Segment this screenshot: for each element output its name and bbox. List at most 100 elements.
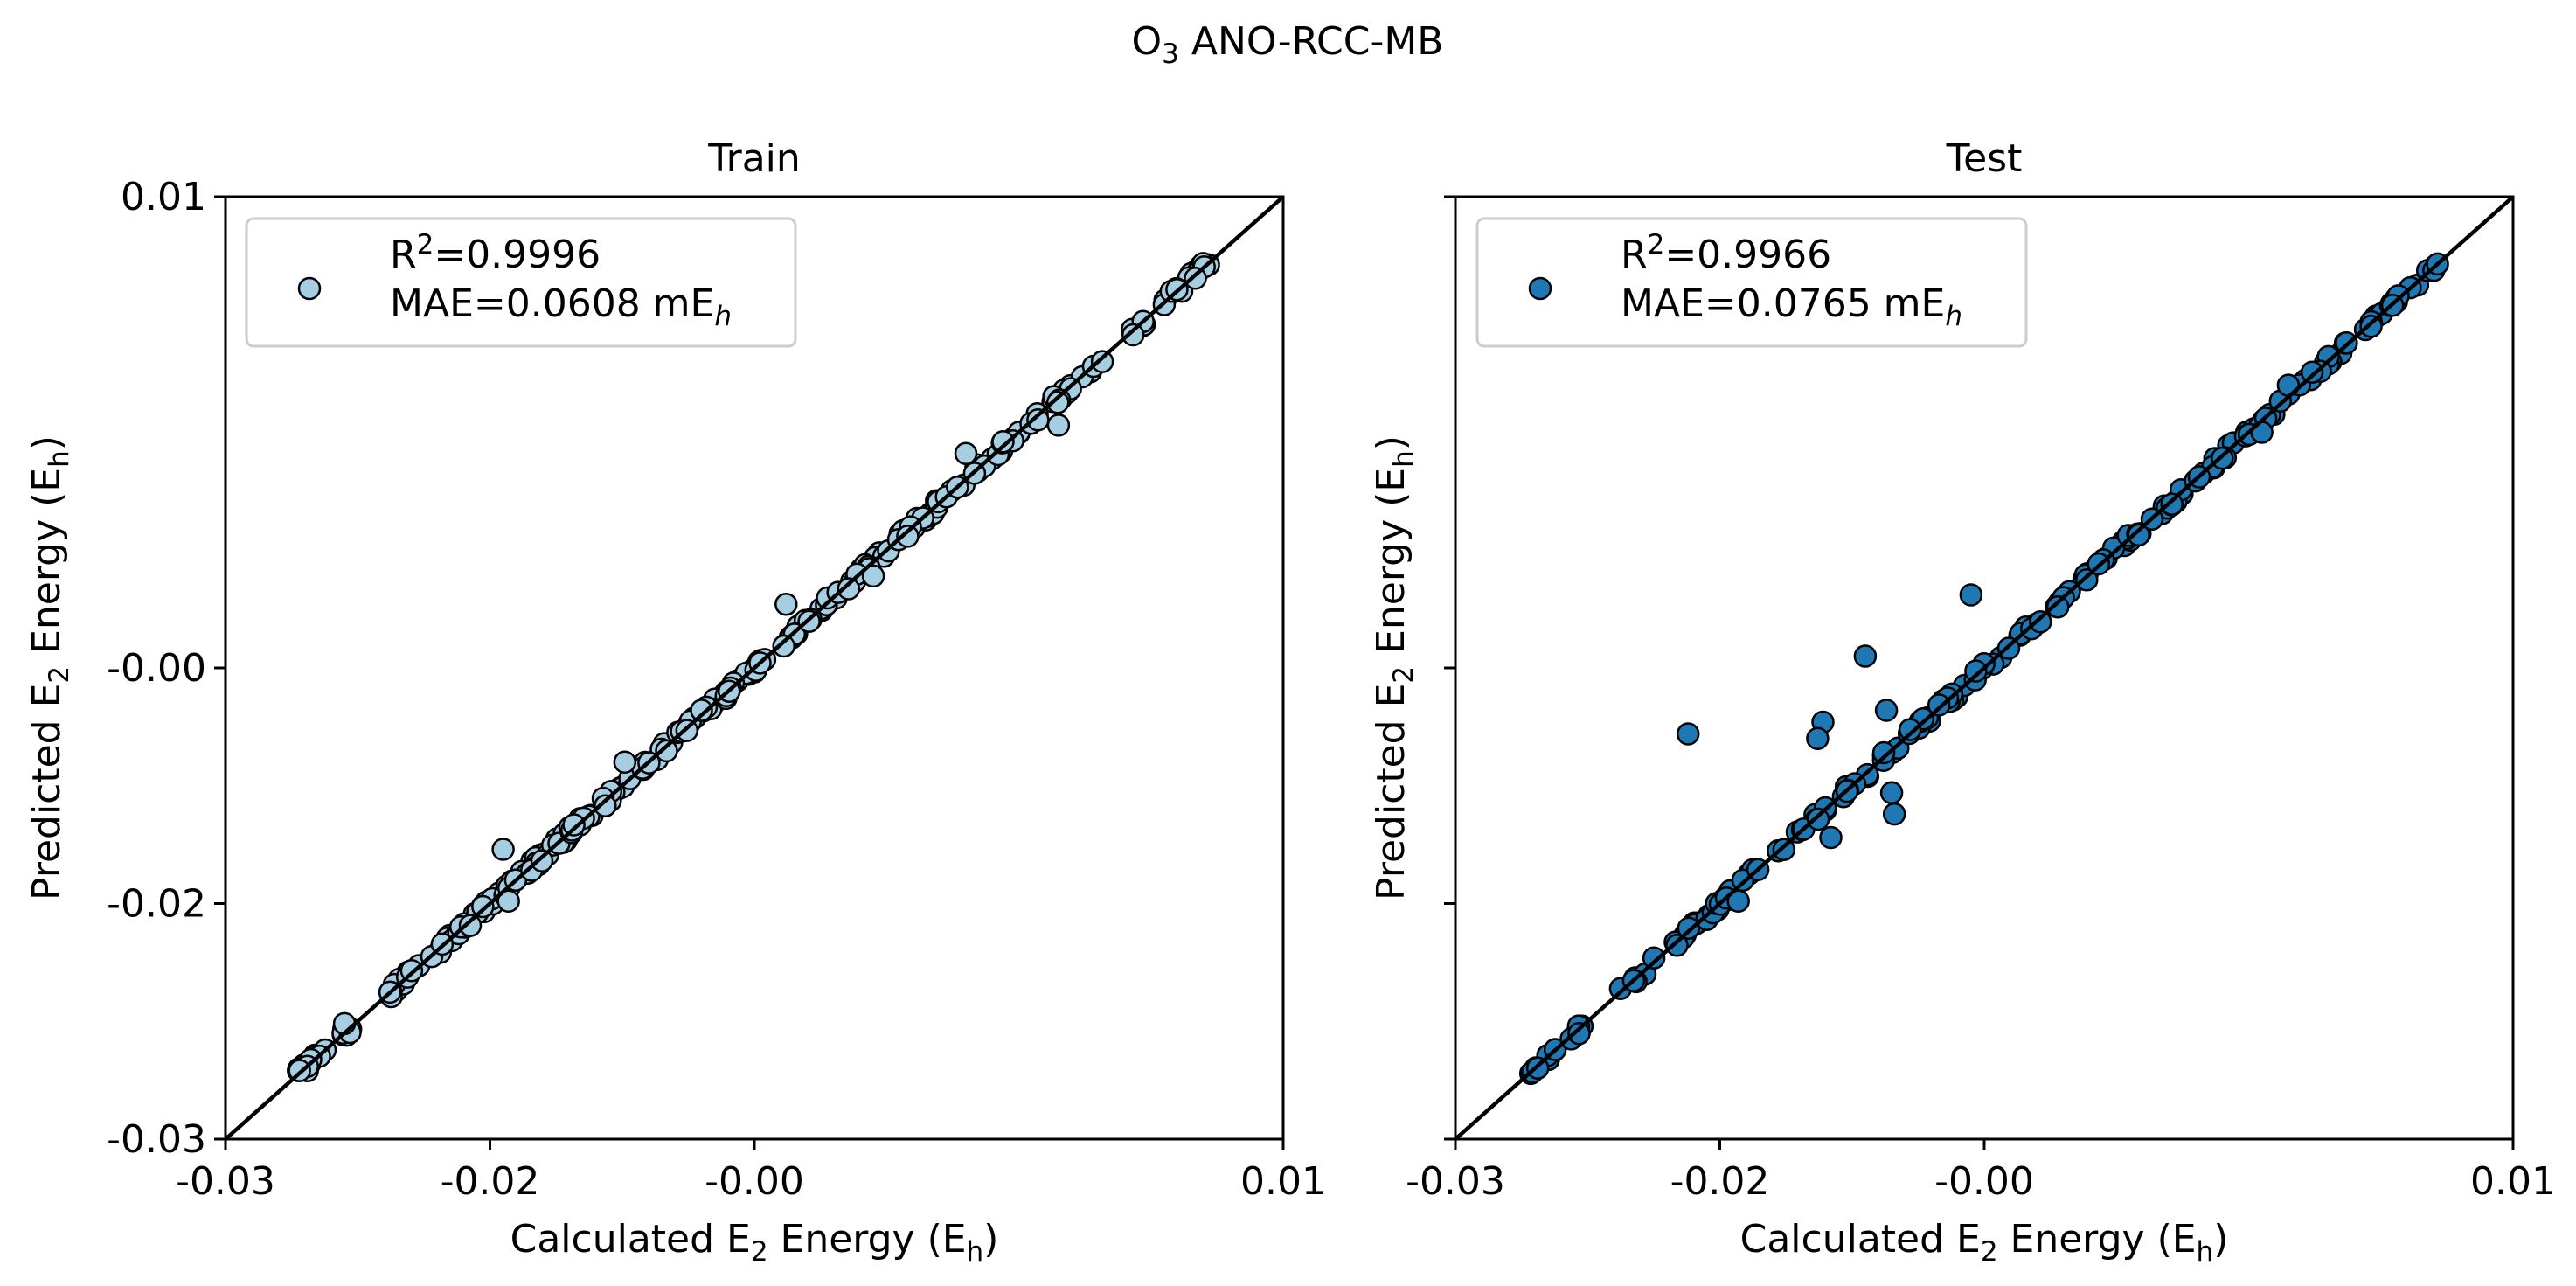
test-data-point <box>2075 568 2099 592</box>
train-legend-r2-post: =0.9996 <box>434 233 601 277</box>
train-y-axis-label-sub2: h <box>44 450 75 468</box>
test-legend-r2: R2=0.9966 <box>1621 229 1831 277</box>
test-legend-mae: MAE=0.0765 mEh <box>1621 282 1962 332</box>
test-y-axis-label: Predicted E2 Energy (Eh) <box>1369 435 1420 900</box>
train-y-tick-label: -0.00 <box>107 646 206 691</box>
train-data-point <box>772 634 795 658</box>
train-data-point <box>491 838 515 861</box>
figure-title-main: O <box>1132 19 1163 64</box>
test-legend-mae-sub: h <box>1945 301 1962 332</box>
test-data-point <box>1959 583 1983 607</box>
train-data-point <box>861 564 885 588</box>
test-data-point <box>1882 802 1906 826</box>
train-data-point <box>471 894 495 919</box>
train-legend: R2=0.9996 MAE=0.0608 mEh <box>245 217 797 348</box>
test-x-axis-label-post: ) <box>2213 1217 2228 1262</box>
test-data-point <box>2045 594 2070 619</box>
test-data-point <box>2160 492 2184 516</box>
train-legend-marker <box>297 276 322 301</box>
train-data-point <box>458 914 483 937</box>
train-y-axis-label-mid: Energy (E <box>24 468 69 666</box>
test-legend-marker <box>1528 276 1552 301</box>
test-data-point <box>1927 693 1951 717</box>
train-x-axis-label-sub2: h <box>967 1236 984 1268</box>
train-data-point <box>991 430 1015 454</box>
test-x-axis-label-mid: Energy (E <box>1998 1217 2197 1262</box>
train-data-point <box>655 739 678 763</box>
train-x-axis-label: Calculated E2 Energy (Eh) <box>510 1217 999 1268</box>
train-y-ticks: -0.03 -0.02 -0.00 0.01 <box>107 175 226 1162</box>
test-panel: Test -0.03 -0.02 -0.00 0.01 Calculated E2 E… <box>1369 136 2556 1268</box>
train-data-point <box>774 592 798 616</box>
train-x-tick-label: -0.03 <box>176 1159 275 1204</box>
test-panel-title: Test <box>1946 136 2023 181</box>
test-legend-box <box>1475 217 2028 348</box>
test-data-point <box>1874 699 1899 722</box>
train-y-tick-label: -0.03 <box>107 1117 206 1162</box>
figure-title: O3 ANO-RCC-MB <box>1132 19 1444 70</box>
test-data-point <box>1567 1021 1591 1046</box>
test-data-point <box>1726 889 1750 914</box>
test-identity-line <box>1454 195 2515 1141</box>
train-data-point <box>613 750 637 775</box>
test-x-ticks: -0.03 -0.02 -0.00 0.01 <box>1406 1139 2556 1204</box>
train-y-axis-label-post: ) <box>24 435 69 450</box>
test-y-ticks <box>1444 195 1455 1141</box>
train-legend-r2-pre: R <box>390 233 417 277</box>
test-data-point <box>1806 807 1830 831</box>
test-data-point <box>1665 934 1689 957</box>
test-x-axis-label: Calculated E2 Energy (Eh) <box>1740 1217 2229 1268</box>
train-legend-r2: R2=0.9996 <box>390 229 601 277</box>
train-data-point <box>954 441 978 466</box>
train-data-point <box>562 813 586 837</box>
test-plot-area <box>1454 195 2515 1141</box>
train-data-point <box>1046 414 1071 437</box>
train-x-tick-label: 0.01 <box>1240 1159 1326 1204</box>
test-x-axis-label-sub2: h <box>2197 1236 2214 1268</box>
test-x-axis-label-pre: Calculated E <box>1740 1217 1981 1262</box>
train-data-point <box>896 525 920 548</box>
train-legend-r2-sup: 2 <box>417 229 434 261</box>
figure-title-rest: ANO-RCC-MB <box>1179 19 1444 64</box>
train-data-point <box>1121 323 1145 347</box>
train-panel-title: Train <box>707 136 801 181</box>
train-legend-mae: MAE=0.0608 mEh <box>390 282 732 332</box>
train-y-axis-label: Predicted E2 Energy (Eh) <box>24 435 75 900</box>
test-y-axis-label-mid: Energy (E <box>1369 468 1413 666</box>
train-data-point <box>496 889 520 914</box>
test-legend-mae-pre: MAE=0.0765 mE <box>1621 282 1945 326</box>
test-data-point <box>2300 360 2324 384</box>
train-x-tick-label: -0.02 <box>441 1159 540 1204</box>
test-x-tick-label: -0.02 <box>1670 1159 1770 1204</box>
figure-title-sub: 3 <box>1162 38 1179 70</box>
train-data-point <box>1184 267 1207 290</box>
test-legend-r2-post: =0.9966 <box>1664 233 1831 277</box>
test-legend-r2-sup: 2 <box>1648 229 1665 261</box>
train-x-axis-label-sub: 2 <box>751 1236 768 1268</box>
test-data-point <box>1676 722 1700 746</box>
test-data-point <box>1964 659 1988 683</box>
test-data-point <box>1642 946 1666 970</box>
train-data-point <box>837 577 861 601</box>
test-legend-r2-pre: R <box>1621 233 1648 277</box>
train-x-axis-label-mid: Energy (E <box>768 1217 967 1262</box>
train-data-point <box>690 699 713 722</box>
train-data-point <box>594 794 617 817</box>
train-legend-mae-pre: MAE=0.0608 mE <box>390 282 714 326</box>
train-data-point <box>1090 350 1114 373</box>
test-data-point <box>2029 610 2052 634</box>
test-data-point <box>1806 726 1830 751</box>
train-plot-area <box>224 195 1285 1141</box>
test-y-axis-label-sub2: h <box>1388 450 1420 468</box>
test-data-point <box>1853 644 1878 668</box>
test-data-point <box>1879 781 1904 805</box>
train-x-tick-label: -0.00 <box>705 1159 804 1204</box>
test-y-axis-label-post: ) <box>1369 435 1413 450</box>
test-x-tick-label: -0.03 <box>1406 1159 1505 1204</box>
train-y-axis-label-sub: 2 <box>44 666 75 684</box>
train-legend-mae-sub: h <box>714 301 732 332</box>
test-data-point <box>1819 825 1843 850</box>
train-x-ticks: -0.03 -0.02 -0.00 0.01 <box>176 1139 1326 1204</box>
test-x-tick-label: 0.01 <box>2470 1159 2556 1204</box>
